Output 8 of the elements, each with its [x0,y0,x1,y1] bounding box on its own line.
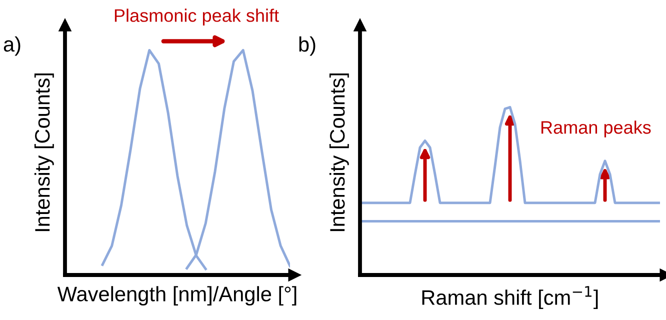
x-axis-title: Wavelength [nm]/Angle [°] [57,286,296,306]
chart-title: a) [4,36,20,56]
y-axis-title: Intensity [Counts] [34,74,54,232]
text: Plasmonic peak shift [114,8,279,26]
chart-title: b) [299,36,316,56]
annotation: Raman peaks [541,120,651,138]
x-axis-title: Raman shift [cm$^{−1}$] [422,286,598,310]
y-axis-title: Intensity [Counts] [329,74,349,232]
